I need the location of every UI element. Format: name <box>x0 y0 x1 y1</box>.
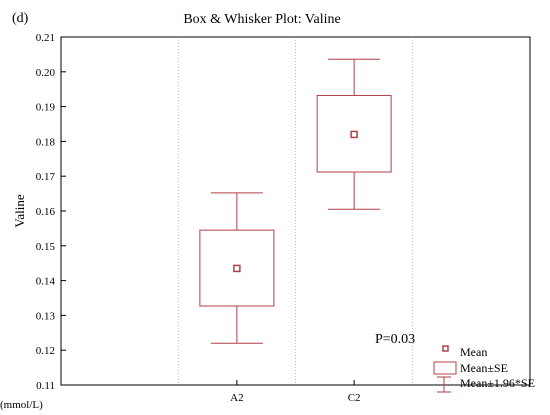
panel-label: (d) <box>12 11 29 26</box>
y-tick-label: 0.19 <box>36 102 56 114</box>
y-tick-label: 0.17 <box>36 171 56 183</box>
y-tick-label: 0.13 <box>36 310 56 322</box>
legend: Mean Mean±SE Mean±1.96*SE <box>433 345 535 393</box>
unit-label: (mmol/L) <box>0 399 43 411</box>
y-axis-ticks: 0.11 0.12 0.13 0.14 0.15 0.16 0.17 0.18 0.19 0.20… <box>36 32 66 392</box>
legend-mean-swatch <box>442 345 449 352</box>
y-tick-label: 0.21 <box>36 32 55 44</box>
p-value-annotation: P=0.03 <box>375 332 415 347</box>
y-tick-label: 0.12 <box>36 345 55 357</box>
vertical-gridlines <box>177 37 414 385</box>
legend-se-swatch <box>433 361 457 375</box>
y-axis-label: Valine <box>12 194 27 227</box>
y-tick-label: 0.15 <box>36 241 56 253</box>
y-tick-label: 0.14 <box>36 276 56 288</box>
legend-mean-label: Mean <box>460 345 487 359</box>
legend-ci-label: Mean±1.96*SE <box>460 376 535 390</box>
box-group-a2 <box>199 192 275 344</box>
y-tick-label: 0.18 <box>36 136 56 148</box>
legend-se-label: Mean±SE <box>460 361 508 375</box>
chart-title: Box & Whisker Plot: Valine <box>183 12 340 27</box>
box-group-c2 <box>316 58 392 210</box>
y-tick-label: 0.11 <box>36 380 55 392</box>
y-tick-label: 0.16 <box>36 206 56 218</box>
x-tick-label: A2 <box>230 392 243 404</box>
x-tick-label: C2 <box>348 392 361 404</box>
box-plots <box>199 58 392 344</box>
x-axis-ticks: A2 C2 <box>230 380 361 404</box>
y-tick-label: 0.20 <box>36 67 56 79</box>
mean-marker <box>350 130 358 139</box>
se-box <box>316 94 392 173</box>
mean-marker <box>233 264 241 273</box>
